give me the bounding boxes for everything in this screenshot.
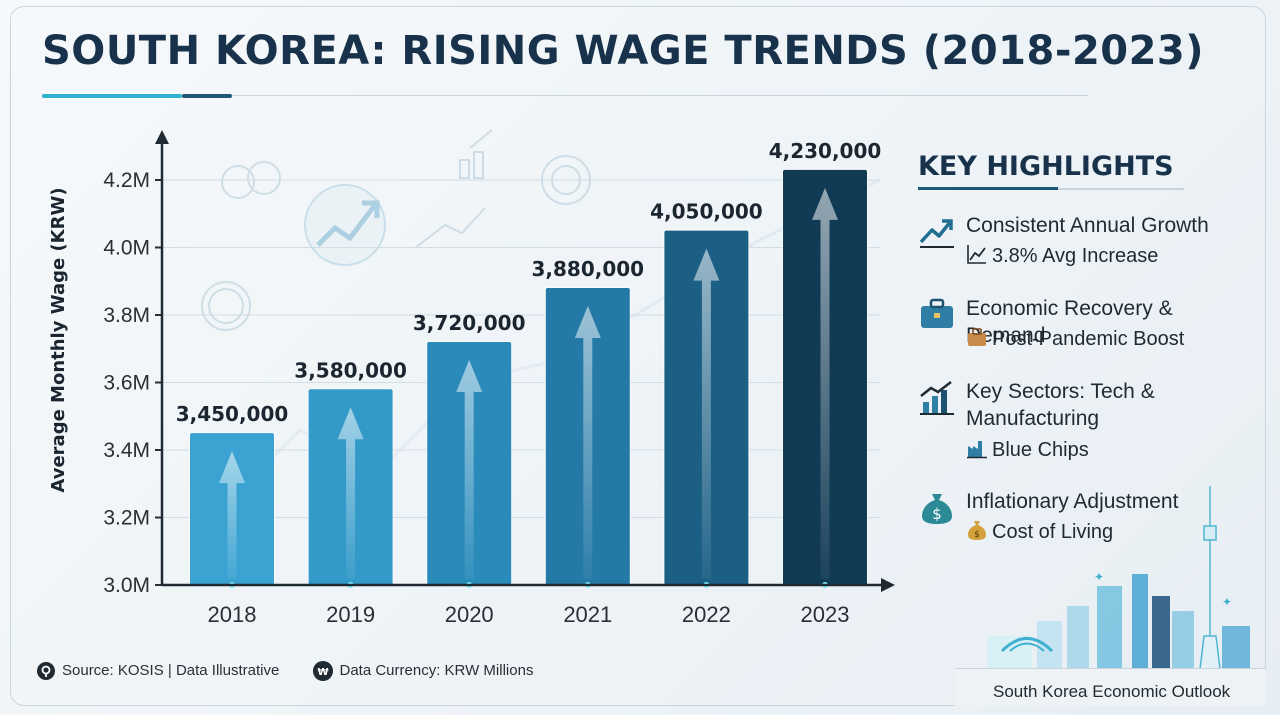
y-axis-ticks: 3.0M 3.2M 3.4M 3.6M 3.8M 4.0M 4.2M — [103, 169, 162, 597]
y-tick-label: 3.6M — [103, 372, 150, 395]
x-tick-label: 2021 — [563, 602, 612, 627]
page-title: SOUTH KOREA: RISING WAGE TRENDS (2018-20… — [42, 28, 1205, 74]
bar-arrow — [693, 248, 720, 579]
highlight-recovery-sub-text: Post-Pandemic Boost — [992, 328, 1185, 350]
highlight-sectors-sub-text: Blue Chips — [992, 439, 1089, 461]
rising-chart-icon — [414, 129, 493, 249]
svg-text:₩: ₩ — [317, 667, 328, 678]
y-axis-title: Average Monthly Wage (KRW) — [48, 187, 69, 492]
highlight-sectors-sub: Blue Chips — [966, 437, 1089, 464]
footer-currency: ₩ Data Currency: KRW Millions — [312, 660, 534, 682]
y-tick-label: 4.2M — [103, 169, 150, 192]
title-accent-dark — [182, 94, 232, 98]
svg-text:✦: ✦ — [1094, 570, 1104, 584]
y-tick-label: 4.0M — [103, 237, 150, 260]
svg-text:$: $ — [932, 505, 942, 523]
bar-arrow — [456, 360, 483, 579]
highlights-title: KEY HIGHLIGHTS — [918, 151, 1174, 182]
highlight-growth-text: Consistent Annual Growth — [966, 214, 1209, 237]
highlight-growth-sub-text: 3.8% Avg Increase — [992, 245, 1159, 267]
bar-growth-icon — [920, 381, 954, 415]
data-label-2019: 3,580,000 — [294, 358, 407, 382]
y-tick-label: 3.0M — [103, 574, 150, 597]
highlight-recovery-sub: Post-Pandemic Boost — [966, 326, 1184, 353]
highlight-sectors-text: Key Sectors: Tech & Manufacturing — [966, 380, 1155, 430]
footer-currency-text: Data Currency: KRW Millions — [339, 661, 534, 679]
bar-arrow — [812, 187, 838, 579]
title-accent — [42, 94, 182, 98]
bar-arrow — [574, 306, 601, 579]
y-tick-label: 3.2M — [103, 507, 150, 530]
x-tick-label: 2019 — [326, 602, 375, 627]
y-axis-arrowhead — [155, 130, 169, 144]
bar-arrow — [219, 451, 245, 579]
line-chart-icon — [967, 245, 986, 264]
y-tick-label: 3.4M — [103, 439, 150, 462]
location-pin-icon — [37, 662, 55, 680]
money-bag-small-icon: $ — [968, 521, 986, 540]
growth-badge-icon — [304, 184, 386, 266]
brand-footer: South Korea Economic Outlook — [955, 668, 1266, 706]
data-label-2022: 4,050,000 — [650, 200, 763, 224]
title-divider — [42, 95, 1088, 96]
factory-icon — [967, 441, 987, 459]
bar-arrow — [337, 407, 364, 579]
won-coin-icon — [201, 281, 251, 331]
key-highlights-panel: KEY HIGHLIGHTS Consistent Annual Growth … — [918, 150, 1258, 543]
x-tick-label: 2018 — [208, 602, 257, 627]
won-badge-icon: ₩ — [312, 661, 333, 681]
seoul-skyline-illustration: ✦ ✦ — [987, 486, 1250, 669]
x-axis-arrowhead — [881, 578, 895, 592]
highlight-inflation-sub-text: Cost of Living — [992, 521, 1114, 543]
svg-text:$: $ — [974, 530, 980, 540]
footer-source: Source: KOSIS | Data Illustrative — [36, 661, 279, 681]
data-label-2021: 3,880,000 — [531, 257, 644, 281]
chart-gridlines — [162, 179, 880, 518]
x-tick-label: 2022 — [682, 602, 731, 627]
page-frame — [10, 6, 1266, 706]
data-label-2020: 3,720,000 — [413, 311, 526, 335]
highlights-divider — [918, 187, 1184, 190]
footer-source-text: Source: KOSIS | Data Illustrative — [62, 661, 280, 679]
trend-up-icon — [919, 219, 954, 248]
svg-text:✦: ✦ — [1222, 595, 1232, 609]
y-tick-label: 3.8M — [103, 304, 150, 327]
highlight-growth-sub: 3.8% Avg Increase — [966, 243, 1158, 270]
x-axis-ticks: 2018 2019 2020 2021 2022 2023 — [208, 602, 850, 627]
highlight-inflation-text: Inflationary Adjustment — [966, 490, 1179, 513]
chart-footer: Source: KOSIS | Data Illustrative ₩ Data… — [36, 660, 561, 682]
highlight-inflation-sub: $ Cost of Living — [966, 519, 1113, 546]
data-label-2023: 4,230,000 — [769, 139, 882, 163]
money-bags-icon — [221, 161, 281, 199]
money-bag-icon: $ — [922, 494, 952, 524]
briefcase-small-icon — [968, 328, 986, 346]
chart-axes — [155, 130, 895, 592]
briefcase-icon — [921, 298, 953, 328]
x-tick-label: 2023 — [801, 602, 850, 627]
x-tick-label: 2020 — [445, 602, 494, 627]
data-label-2018: 3,450,000 — [176, 402, 289, 426]
